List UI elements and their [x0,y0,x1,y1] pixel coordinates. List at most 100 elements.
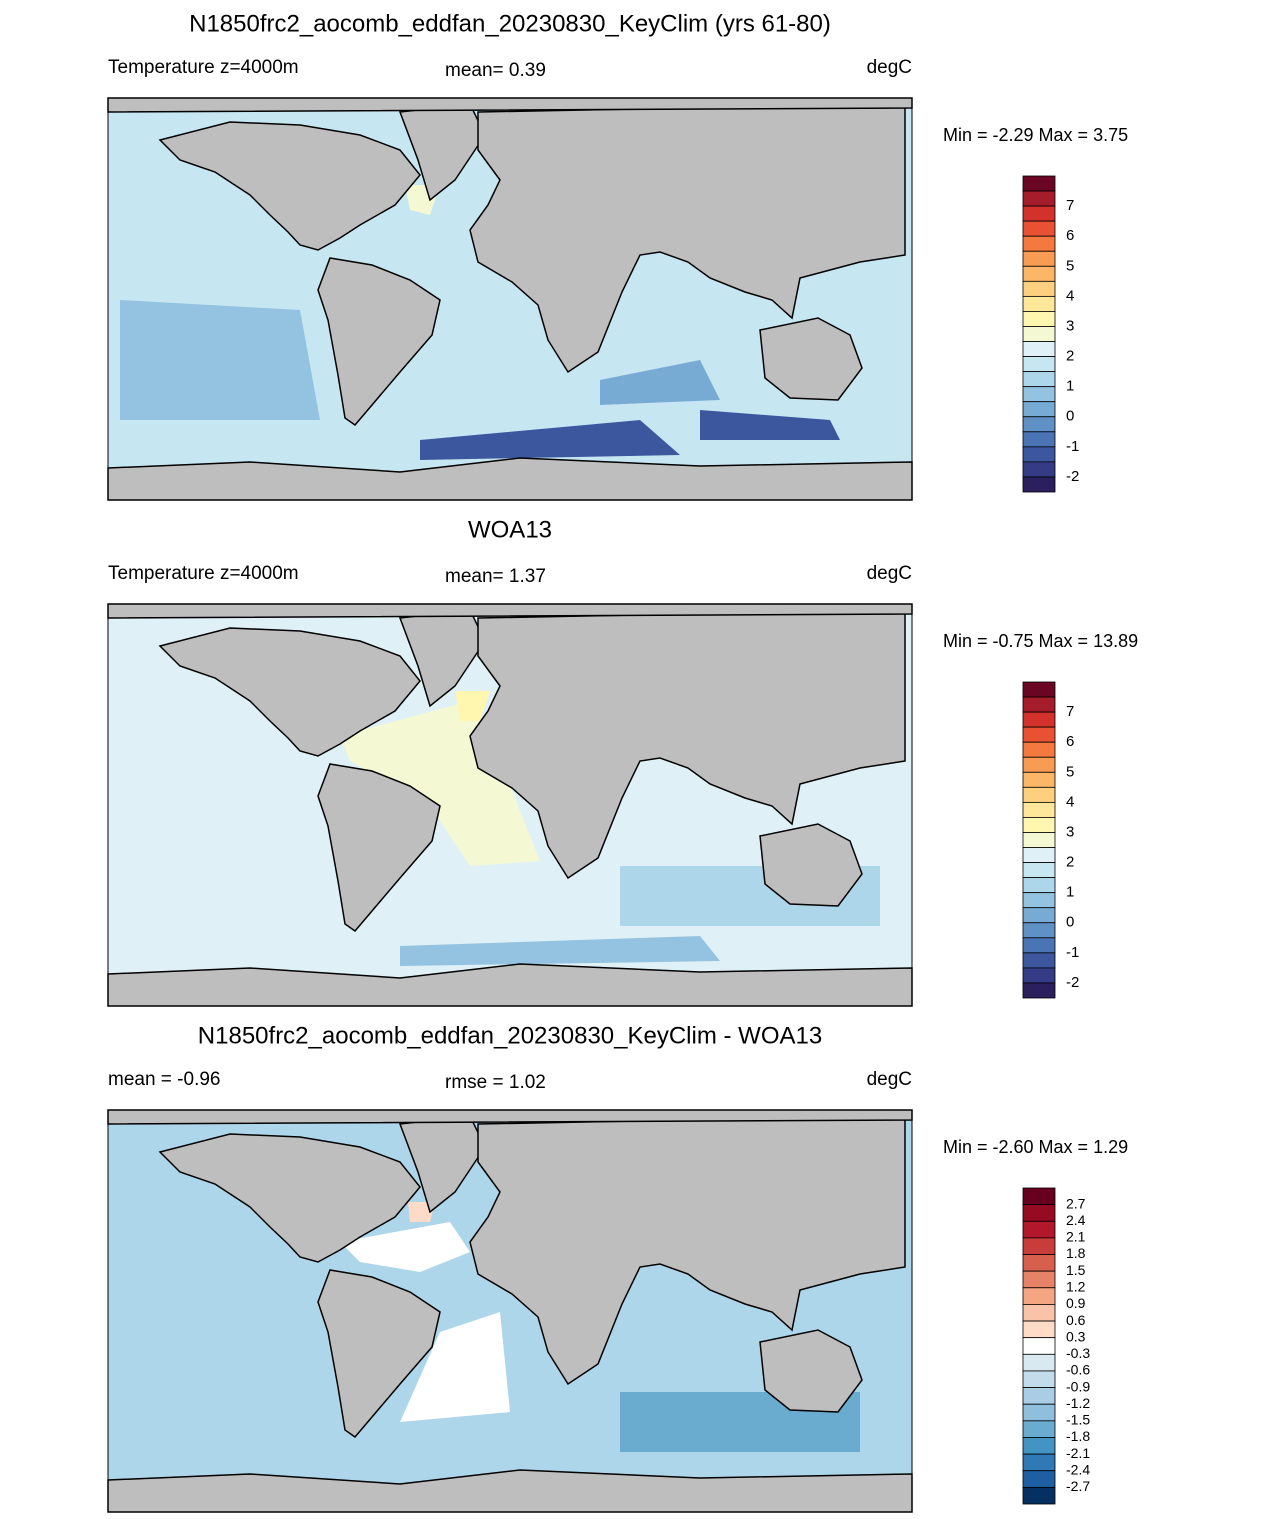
colorbar-box [1022,1403,1056,1422]
colorbar-box [1022,1387,1056,1405]
colorbar-box [1022,847,1056,863]
colorbar-box [1022,326,1056,342]
ocean-region [700,410,840,440]
colorbar-label: -2 [1066,468,1079,485]
ocean-region [400,936,720,966]
colorbar-box [1022,461,1056,478]
colorbar-label: 0.3 [1066,1328,1086,1344]
colorbar-label: 0 [1066,914,1074,931]
panel-title: N1850frc2_aocomb_eddfan_20230830_KeyClim… [198,1022,822,1049]
panel: N1850frc2_aocomb_eddfan_20230830_KeyClim… [107,10,1128,501]
colorbar-box [1022,801,1056,818]
ocean-region [420,420,680,460]
colorbar-box [1022,967,1056,984]
colorbar-label: 4 [1066,793,1074,810]
land [317,763,441,933]
colorbar-box [1022,1187,1056,1206]
map-frame [107,97,913,501]
land [107,1469,913,1513]
colorbar-box [1022,786,1056,803]
colorbar-label: -1.2 [1066,1395,1090,1411]
colorbar-label: -1 [1066,438,1079,455]
colorbar-box [1022,922,1056,939]
colorbar-box [1022,726,1056,743]
land [107,963,913,1007]
colorbar-box [1022,877,1056,894]
colorbar-box [1022,817,1056,833]
colorbar-box [1022,1486,1056,1505]
panel-title: WOA13 [468,516,552,543]
min-max: Min = -2.60 Max = 1.29 [943,1137,1128,1157]
center-label: mean= 1.37 [445,566,546,587]
colorbar-label: 1.2 [1066,1278,1086,1294]
colorbar-label: 0.6 [1066,1312,1086,1328]
panel: WOA13 Temperature z=4000m mean= 1.37 degC Mi… [107,516,1138,1007]
colorbar-box [1022,175,1056,192]
colorbar-box [1022,711,1056,728]
land [317,1269,441,1439]
land [469,1115,906,1386]
colorbar-box [1022,756,1056,773]
colorbar-box [1022,1304,1056,1322]
ocean-region [340,701,540,866]
colorbar-box [1022,265,1056,282]
colorbar-label: 2 [1066,854,1074,871]
colorbar-box [1022,1254,1056,1272]
colorbar-box [1022,741,1056,758]
units-label: degC [867,57,912,78]
colorbar-box [1022,280,1056,297]
colorbar-label: 0 [1066,408,1074,425]
ocean-region [600,360,720,405]
colorbar-box [1022,250,1056,267]
colorbar-box [1022,1320,1056,1339]
colorbar-box [1022,681,1056,698]
colorbar-label: 7 [1066,703,1074,720]
land [158,1133,421,1263]
colorbar-label: 1 [1066,378,1074,395]
colorbar-box [1022,982,1056,999]
colorbar-label: 4 [1066,287,1074,304]
colorbar-box [1022,1470,1056,1488]
colorbar-label: 5 [1066,763,1074,780]
colorbar-box [1022,1204,1056,1222]
colorbar-box [1022,431,1056,448]
colorbar-label: 6 [1066,733,1074,750]
colorbar-label: -2 [1066,974,1079,991]
land [759,317,863,401]
colorbar-label: 3 [1066,823,1074,840]
colorbar-box [1022,190,1056,207]
units-label: degC [867,1069,912,1090]
panel: N1850frc2_aocomb_eddfan_20230830_KeyClim… [107,1022,1128,1513]
colorbar-label: 3 [1066,317,1074,334]
units-label: degC [867,563,912,584]
land [158,121,421,251]
land [759,1329,863,1413]
colorbar-label: 1.5 [1066,1262,1086,1278]
colorbar-box [1022,416,1056,433]
colorbar-label: 2.7 [1066,1195,1086,1211]
colorbar-box [1022,371,1056,388]
colorbar-box [1022,892,1056,909]
colorbar-label: 2.4 [1066,1212,1086,1228]
colorbar-label: 2.1 [1066,1229,1086,1245]
land [317,257,441,427]
colorbar-box [1022,205,1056,222]
left-label: mean = -0.96 [108,1069,221,1090]
colorbar-box [1022,937,1056,954]
colorbar-box [1022,862,1056,879]
colorbar-box [1022,1453,1056,1472]
colorbar-label: -2.7 [1066,1478,1090,1494]
colorbar-box [1022,341,1056,357]
colorbar-box [1022,386,1056,403]
colorbar-box [1022,356,1056,373]
left-label: Temperature z=4000m [108,563,299,584]
colorbar-label: -0.6 [1066,1362,1090,1378]
colorbar-label: 6 [1066,227,1074,244]
map-frame [107,603,913,1007]
colorbar-box [1022,952,1056,969]
colorbar-box [1022,1287,1056,1305]
colorbar-box [1022,1353,1056,1372]
colorbar-label: -0.9 [1066,1378,1090,1394]
colorbar-box [1022,235,1056,252]
